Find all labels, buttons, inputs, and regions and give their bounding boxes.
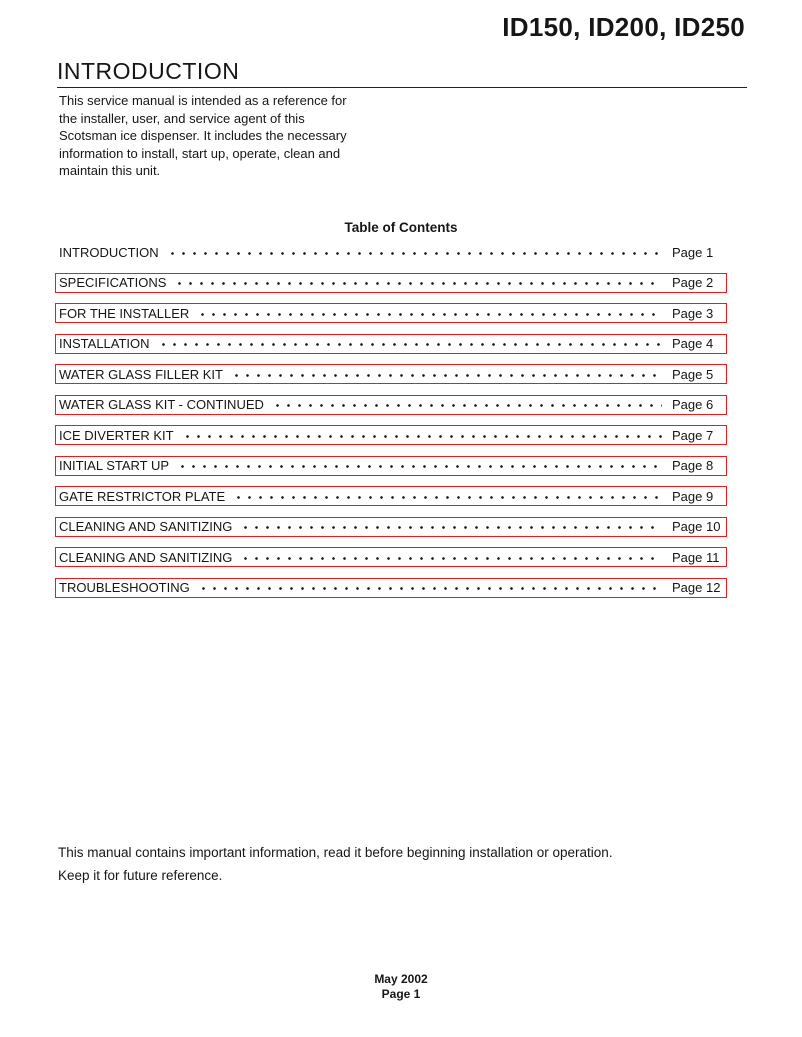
toc-heading: Table of Contents [344, 220, 458, 235]
document-title: ID150, ID200, ID250 [502, 12, 745, 42]
intro-paragraph-line: maintain this unit. [59, 163, 161, 178]
important-notice-line: Keep it for future reference. [58, 868, 223, 883]
footer-page-number: Page 1 [381, 987, 421, 1001]
dotted-leader [185, 434, 662, 438]
footer-date: May 2002 [374, 972, 428, 986]
toc-entry-page: Page 1 [672, 244, 714, 260]
toc-entry-label: FOR THE INSTALLER [59, 305, 190, 321]
dotted-leader [237, 495, 662, 499]
toc-entry-for-the-installer[interactable]: FOR THE INSTALLER Page 3 [55, 303, 727, 323]
toc-entry-page: Page 10 [672, 519, 721, 534]
dotted-leader [201, 312, 662, 316]
toc-entry-label: TROUBLESHOOTING [59, 580, 190, 595]
toc-entry-page: Page 7 [672, 427, 714, 443]
dotted-leader [201, 587, 662, 590]
toc-entry-label: ICE DIVERTER KIT [59, 427, 174, 443]
important-notice: This manual contains important informati… [58, 841, 613, 887]
intro-paragraph-line: Scotsman ice dispenser. It includes the … [59, 128, 347, 143]
important-notice-line: This manual contains important informati… [58, 845, 613, 860]
toc-entry-gate-restrictor-plate[interactable]: GATE RESTRICTOR PLATE Page 9 [55, 486, 727, 506]
dotted-leader [178, 282, 662, 285]
section-heading-rule: INTRODUCTION [57, 58, 747, 88]
toc-entry-installation[interactable]: INSTALLATION Page 4 [55, 333, 727, 354]
page-footer: May 2002 Page 1 [0, 972, 802, 1002]
toc-entry-ice-diverter-kit[interactable]: ICE DIVERTER KIT Page 7 [55, 425, 727, 445]
toc-entry-label: CLEANING AND SANITIZING [59, 519, 233, 534]
toc-entry-label: CLEANING AND SANITIZING [59, 549, 233, 565]
dotted-leader [234, 373, 662, 377]
toc-entry-cleaning-and-sanitizing-1[interactable]: CLEANING AND SANITIZING Page 10 [55, 516, 727, 537]
toc-entry-page: Page 12 [672, 580, 721, 595]
toc-entry-label: INITIAL START UP [59, 458, 170, 473]
toc-entry-label: GATE RESTRICTOR PLATE [59, 488, 226, 504]
toc-entry-initial-start-up[interactable]: INITIAL START UP Page 8 [55, 455, 727, 476]
toc-entry-introduction: INTRODUCTION Page 1 [55, 242, 727, 262]
toc-entry-troubleshooting[interactable]: TROUBLESHOOTING Page 12 [55, 577, 727, 598]
dotted-leader [275, 404, 662, 407]
toc-entry-page: Page 3 [672, 305, 714, 321]
dotted-leader [161, 343, 662, 346]
toc-entry-specifications[interactable]: SPECIFICATIONS Page 2 [55, 272, 727, 293]
intro-paragraph-line: information to install, start up, operat… [59, 145, 341, 161]
toc-entry-page: Page 4 [672, 336, 714, 351]
toc-entry-label: INTRODUCTION [59, 244, 159, 260]
intro-paragraph-line: This service manual is intended as a ref… [59, 93, 347, 108]
dotted-leader [170, 251, 662, 255]
toc-entry-page: Page 5 [672, 366, 714, 382]
intro-paragraph-line: the installer, user, and service agent o… [59, 110, 305, 126]
toc-entry-page: Page 6 [672, 397, 714, 412]
toc-entry-label: SPECIFICATIONS [59, 275, 167, 290]
section-heading: INTRODUCTION [57, 58, 240, 84]
toc-entry-label: WATER GLASS KIT - CONTINUED [59, 397, 264, 412]
dotted-leader [181, 465, 662, 468]
toc-entry-page: Page 8 [672, 458, 714, 473]
toc-entry-page: Page 9 [672, 488, 714, 504]
table-of-contents: INTRODUCTION Page 1 SPECIFICATIONS Page … [55, 242, 727, 608]
toc-entry-cleaning-and-sanitizing-2[interactable]: CLEANING AND SANITIZING Page 11 [55, 547, 727, 567]
intro-paragraph: This service manual is intended as a ref… [59, 92, 347, 180]
toc-entry-label: WATER GLASS FILLER KIT [59, 366, 223, 382]
toc-entry-page: Page 2 [672, 275, 714, 290]
toc-entry-water-glass-kit-continued[interactable]: WATER GLASS KIT - CONTINUED Page 6 [55, 394, 727, 415]
toc-entry-label: INSTALLATION [59, 336, 150, 351]
dotted-leader [244, 556, 662, 560]
toc-entry-water-glass-filler-kit[interactable]: WATER GLASS FILLER KIT Page 5 [55, 364, 727, 384]
toc-entry-page: Page 11 [672, 549, 720, 565]
dotted-leader [244, 526, 662, 529]
